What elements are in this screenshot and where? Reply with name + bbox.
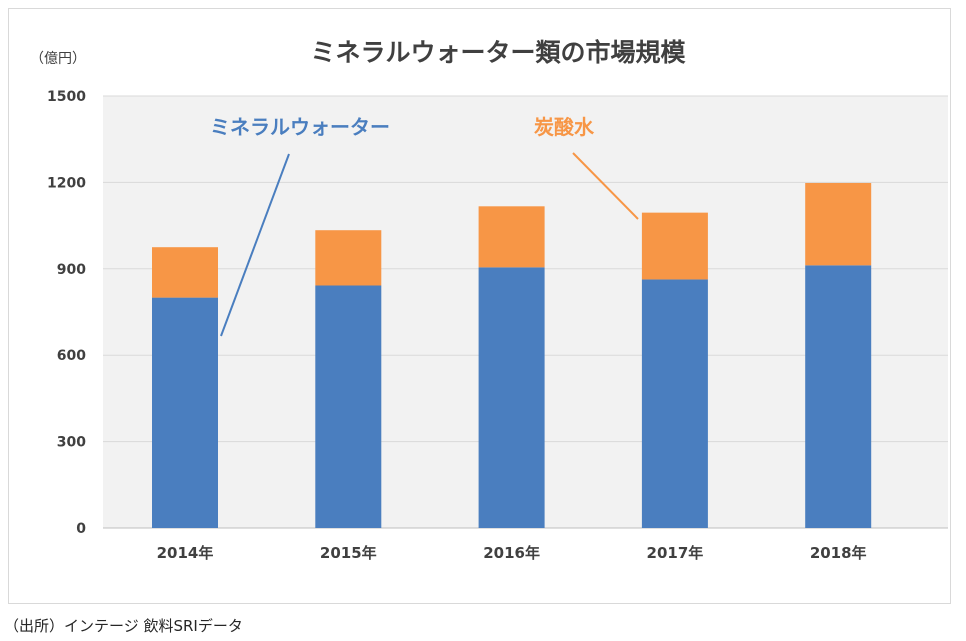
y-axis-tick-labels: 0 300 600 900 1200 1500 (47, 89, 86, 537)
x-tick-label: 2014年 (157, 544, 214, 562)
source-note: （出所）インテージ 飲料SRIデータ (4, 617, 243, 635)
bar-mineral-water-2018年 (805, 265, 872, 528)
y-tick-label: 1500 (47, 89, 86, 105)
bars (152, 182, 872, 528)
bar-sparkling-water-2015年 (315, 230, 382, 286)
y-tick-label: 0 (76, 521, 86, 537)
x-tick-label: 2016年 (483, 544, 540, 562)
y-axis-unit-label: （億円） (30, 51, 86, 67)
annotation-label-mineral-water: ミネラルウォーター (210, 115, 390, 139)
bar-mineral-water-2014年 (152, 297, 218, 528)
bar-sparkling-water-2018年 (805, 182, 872, 266)
bar-mineral-water-2015年 (315, 285, 382, 528)
annotation-label-sparkling-water: 炭酸水 (534, 115, 595, 139)
x-tick-label: 2018年 (810, 544, 867, 562)
annotation-leader-sparkling-water (572, 152, 639, 220)
x-axis-tick-labels: 2014年 2015年 2016年 2017年 2018年 (157, 544, 867, 562)
series-annotations: ミネラルウォーター 炭酸水 (210, 115, 639, 337)
bar-sparkling-water-2016年 (478, 206, 545, 268)
x-tick-label: 2015年 (320, 544, 377, 562)
y-tick-label: 300 (57, 435, 86, 451)
y-tick-label: 1200 (47, 175, 86, 191)
y-tick-label: 600 (57, 348, 86, 364)
x-tick-label: 2017年 (647, 544, 704, 562)
y-tick-label: 900 (57, 262, 86, 278)
bar-sparkling-water-2014年 (152, 247, 218, 298)
annotation-leader-mineral-water (220, 153, 290, 337)
chart-title: ミネラルウォーター類の市場規模 (310, 38, 686, 67)
bar-mineral-water-2017年 (641, 279, 708, 528)
bar-sparkling-water-2017年 (641, 212, 708, 280)
bar-mineral-water-2016年 (478, 267, 545, 528)
